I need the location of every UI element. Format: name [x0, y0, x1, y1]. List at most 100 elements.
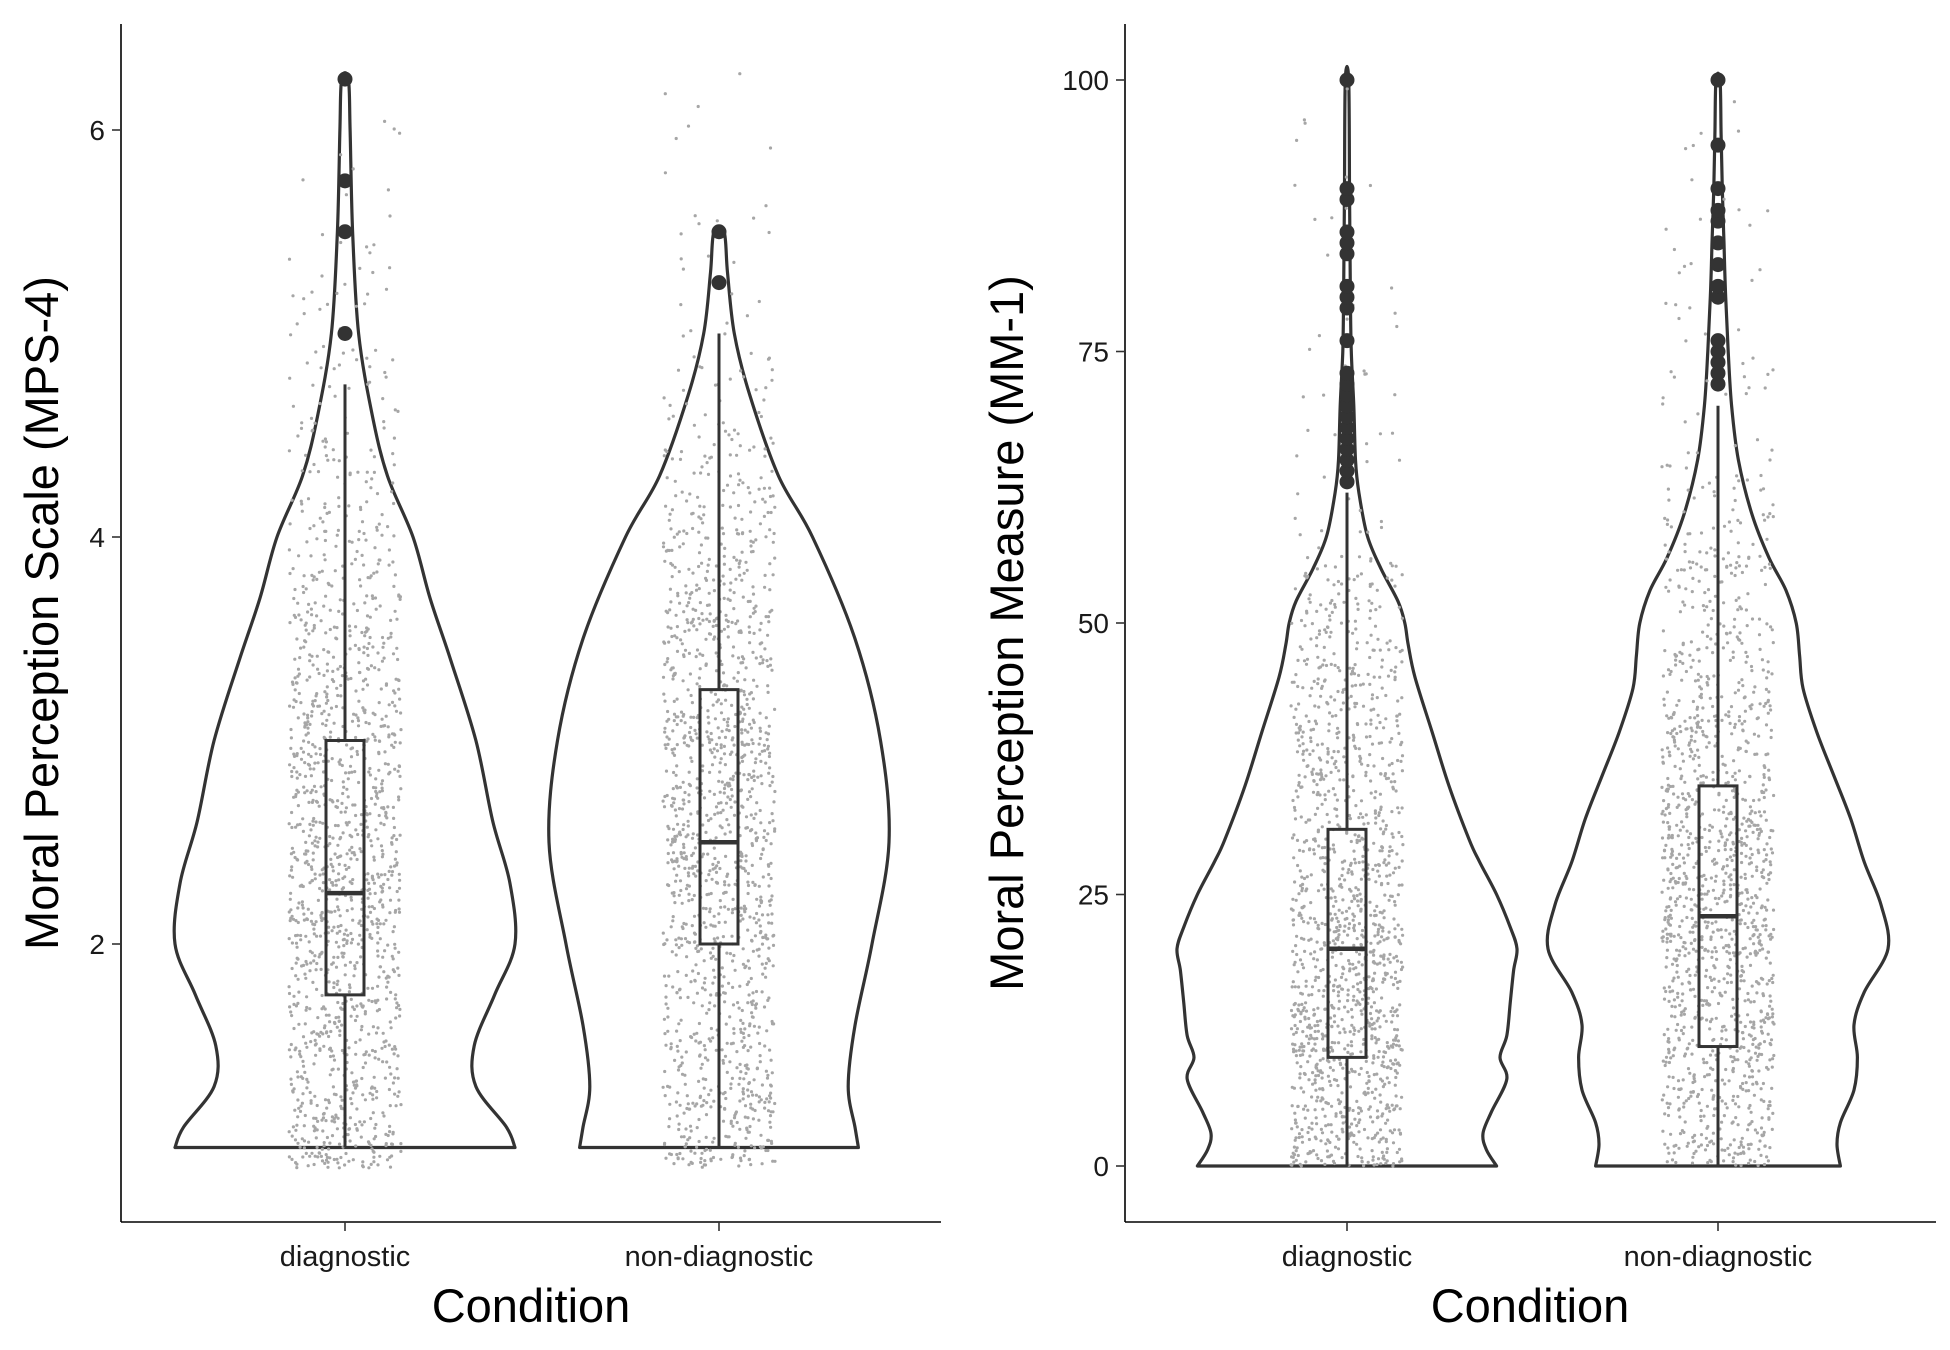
jitter-point [1393, 976, 1397, 981]
jitter-point [720, 826, 724, 830]
jitter-point [764, 535, 768, 539]
jitter-point [1394, 789, 1398, 793]
jitter-point [762, 1005, 767, 1009]
jitter-point [1298, 1019, 1302, 1024]
jitter-point [1316, 1029, 1320, 1033]
jitter-point [674, 1100, 679, 1104]
jitter-point [1735, 561, 1739, 565]
jitter-point [395, 646, 399, 650]
jitter-point [1301, 730, 1305, 734]
jitter-point [726, 724, 730, 728]
jitter-point [345, 823, 349, 827]
jitter-point [1313, 978, 1317, 983]
jitter-point [310, 573, 314, 578]
jitter-point [769, 657, 773, 661]
jitter-point [288, 376, 292, 380]
jitter-point [1372, 707, 1376, 711]
jitter-point [744, 964, 748, 968]
jitter-point [1360, 1159, 1364, 1163]
jitter-point [326, 650, 330, 654]
jitter-point [1755, 1131, 1759, 1135]
jitter-point [1385, 874, 1389, 878]
jitter-point [1756, 1054, 1760, 1058]
jitter-point [721, 671, 726, 675]
jitter-point [684, 1050, 688, 1054]
jitter-point [359, 850, 363, 854]
jitter-point [1314, 1116, 1318, 1120]
jitter-point [1355, 840, 1359, 845]
jitter-point [1316, 1073, 1321, 1078]
jitter-point [1394, 1075, 1398, 1080]
jitter-point [722, 975, 726, 979]
jitter-point [1332, 1078, 1337, 1082]
jitter-point [295, 1166, 299, 1170]
jitter-point [300, 1137, 304, 1141]
jitter-point [1306, 556, 1310, 560]
jitter-point [671, 729, 675, 733]
jitter-point [699, 543, 704, 547]
jitter-point [350, 719, 355, 723]
jitter-point [749, 510, 753, 514]
jitter-point [372, 858, 376, 862]
jitter-point [731, 985, 735, 990]
jitter-point [1311, 727, 1316, 732]
jitter-point [1741, 684, 1745, 688]
jitter-point [1348, 962, 1352, 966]
jitter-point [1662, 799, 1666, 803]
jitter-point [1300, 735, 1304, 739]
jitter-point [351, 1158, 355, 1162]
jitter-point [1760, 568, 1764, 573]
jitter-point [1720, 894, 1724, 898]
jitter-point [335, 1127, 339, 1131]
jitter-point [1333, 1145, 1338, 1149]
jitter-point [305, 995, 309, 999]
jitter-point [665, 938, 669, 942]
jitter-point [1345, 830, 1349, 834]
jitter-point [710, 738, 714, 742]
jitter-point [1293, 1138, 1297, 1142]
jitter-point [1711, 608, 1715, 613]
jitter-point [706, 852, 710, 856]
jitter-point [1373, 961, 1377, 965]
jitter-point [343, 810, 347, 814]
jitter-point [290, 680, 295, 684]
y-tick-label: 6 [89, 115, 105, 146]
jitter-point [1711, 888, 1715, 892]
jitter-point [669, 1042, 673, 1046]
jitter-point [1722, 882, 1726, 887]
jitter-point [1384, 863, 1388, 867]
jitter-point [714, 1048, 718, 1052]
jitter-point [1744, 650, 1748, 655]
jitter-point [1667, 589, 1671, 593]
jitter-point [391, 358, 395, 362]
jitter-point [750, 750, 754, 754]
jitter-point [324, 454, 328, 458]
jitter-point [389, 618, 393, 623]
jitter-point [662, 942, 666, 947]
jitter-point [1322, 777, 1326, 781]
jitter-point [1356, 987, 1360, 992]
jitter-point [1397, 938, 1401, 943]
jitter-point [1332, 989, 1336, 993]
jitter-point [1750, 896, 1754, 900]
jitter-point [330, 1119, 334, 1123]
jitter-point [773, 789, 777, 794]
jitter-point [1293, 1118, 1297, 1122]
jitter-point [1353, 861, 1357, 865]
jitter-point [1352, 789, 1356, 793]
jitter-point [707, 1008, 711, 1012]
jitter-point [394, 850, 398, 854]
jitter-point [345, 852, 349, 856]
jitter-point [1314, 1088, 1318, 1092]
jitter-point [355, 961, 359, 965]
jitter-point [1382, 963, 1386, 967]
jitter-point [366, 653, 370, 658]
jitter-point [1313, 1135, 1317, 1139]
jitter-point [287, 257, 292, 261]
jitter-point [1373, 934, 1377, 938]
jitter-point [1680, 752, 1684, 756]
jitter-point [335, 533, 339, 537]
jitter-point [1302, 876, 1307, 881]
jitter-point [711, 703, 715, 707]
jitter-point [683, 790, 687, 795]
